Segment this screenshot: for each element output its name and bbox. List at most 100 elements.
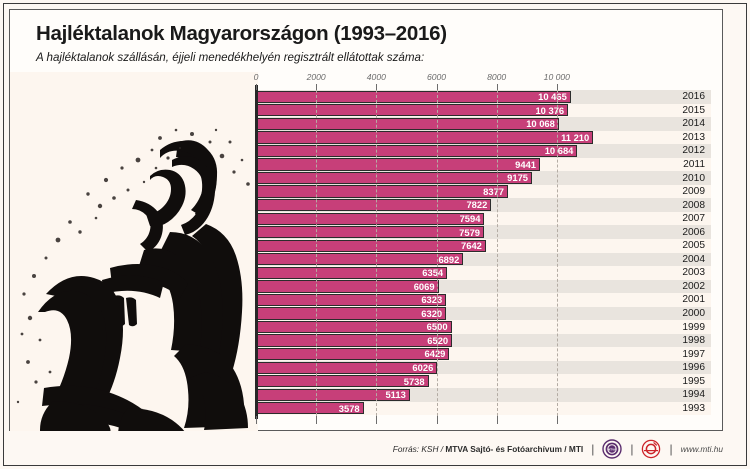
year-label: 2014 bbox=[682, 118, 705, 130]
tick-mark bbox=[556, 416, 558, 424]
bar[interactable]: 6069 bbox=[256, 280, 439, 293]
divider-2: | bbox=[630, 442, 634, 456]
tick-mark bbox=[496, 416, 498, 424]
row-band bbox=[256, 401, 711, 416]
year-label: 2011 bbox=[683, 159, 705, 170]
axis-tick-label: 2000 bbox=[306, 72, 326, 82]
bar[interactable]: 11 210 bbox=[256, 131, 594, 144]
bar[interactable]: 10 068 bbox=[256, 117, 559, 130]
bar[interactable]: 6354 bbox=[256, 266, 448, 279]
bar[interactable]: 5738 bbox=[256, 375, 429, 388]
chart-row: 10 068 2014 bbox=[256, 117, 711, 131]
page-subtitle: A hajléktalanok szállásán, éjjeli menedé… bbox=[36, 51, 425, 64]
chart-row: 6026 1996 bbox=[256, 360, 711, 375]
tick-mark bbox=[436, 84, 438, 90]
bar[interactable]: 10 465 bbox=[256, 90, 571, 103]
bar-value-label: 6354 bbox=[422, 267, 444, 279]
bar-value-label: 6892 bbox=[438, 253, 460, 265]
bar-value-label: 5738 bbox=[403, 375, 425, 387]
bar-value-label: 6320 bbox=[421, 307, 443, 319]
tick-mark bbox=[316, 84, 318, 90]
bar[interactable]: 6323 bbox=[256, 293, 447, 307]
chart-row: 5738 1995 bbox=[256, 374, 711, 389]
chart-row: 7642 2005 bbox=[256, 239, 711, 253]
gridline bbox=[496, 90, 499, 416]
bar[interactable]: 6500 bbox=[256, 320, 452, 334]
website-url: www.mti.hu bbox=[680, 444, 723, 454]
tick-mark bbox=[556, 84, 558, 90]
bar[interactable]: 6892 bbox=[256, 253, 464, 266]
bar-value-label: 6069 bbox=[413, 280, 435, 292]
bar-value-label: 9175 bbox=[507, 172, 528, 184]
homeless-man-photo bbox=[10, 72, 258, 431]
chart-row: 8377 2009 bbox=[256, 184, 711, 199]
bar[interactable]: 9175 bbox=[256, 171, 532, 185]
year-label: 2003 bbox=[682, 267, 705, 279]
bar[interactable]: 3578 bbox=[256, 402, 364, 415]
chart-row: 6520 1998 bbox=[256, 333, 711, 348]
mtva-logo: MTVA bbox=[602, 439, 623, 459]
tick-mark bbox=[436, 416, 438, 424]
bar[interactable]: 6520 bbox=[256, 334, 453, 347]
bar[interactable]: 9441 bbox=[256, 158, 541, 171]
bar-chart-plot: 10 465 2016 10 376 2015 10 068 2014 11 210 2013… bbox=[256, 90, 711, 416]
source-bold: MTVA Sajtó- és Fotóarchívum / MTI bbox=[445, 444, 584, 454]
year-label: 2000 bbox=[682, 308, 705, 320]
year-label: 2008 bbox=[682, 199, 705, 211]
axis-tick-label: 4000 bbox=[366, 72, 386, 82]
divider-3: | bbox=[669, 442, 673, 456]
chart-row: 6320 2000 bbox=[256, 306, 711, 321]
bar-value-label: 7579 bbox=[459, 226, 480, 238]
bar-value-label: 8377 bbox=[483, 185, 504, 197]
year-label: 2002 bbox=[682, 280, 705, 292]
bar[interactable]: 10 684 bbox=[256, 144, 578, 158]
year-label: 1995 bbox=[682, 375, 705, 387]
year-label: 2001 bbox=[682, 294, 705, 306]
year-label: 2016 bbox=[682, 91, 705, 103]
chart-row: 7822 2008 bbox=[256, 198, 711, 212]
chart-row: 6323 2001 bbox=[256, 293, 711, 307]
bar[interactable]: 8377 bbox=[256, 185, 508, 198]
year-label: 2007 bbox=[682, 213, 705, 225]
bar[interactable]: 7579 bbox=[256, 226, 484, 239]
bar-value-label: 6500 bbox=[426, 321, 448, 333]
divider-1: | bbox=[591, 442, 595, 456]
bar-value-label: 10 465 bbox=[538, 91, 567, 103]
source-credit: Forrás: KSH / MTVA Sajtó- és Fotóarchívu… bbox=[393, 444, 583, 454]
bar-value-label: 5113 bbox=[385, 389, 406, 401]
footer: Forrás: KSH / MTVA Sajtó- és Fotóarchívu… bbox=[9, 438, 723, 460]
year-label: 1994 bbox=[682, 389, 705, 401]
year-label: 1993 bbox=[682, 402, 705, 414]
bar-value-label: 6323 bbox=[421, 294, 443, 306]
axis-tick-label: 0 bbox=[253, 72, 259, 82]
bar[interactable]: 7594 bbox=[256, 212, 485, 225]
bar-value-label: 9441 bbox=[515, 158, 537, 170]
tick-mark bbox=[256, 416, 257, 424]
year-label: 2013 bbox=[682, 131, 705, 143]
bar[interactable]: 10 376 bbox=[256, 104, 569, 117]
bar-value-label: 10 684 bbox=[544, 145, 574, 157]
chart-row: 6069 2002 bbox=[256, 279, 711, 294]
tick-mark bbox=[376, 84, 378, 90]
bar[interactable]: 6026 bbox=[256, 361, 438, 374]
tick-mark bbox=[316, 416, 318, 424]
chart-row: 10 376 2015 bbox=[256, 103, 711, 118]
bar[interactable]: 7642 bbox=[256, 239, 486, 252]
bar[interactable]: 6320 bbox=[256, 307, 447, 320]
chart-row: 9175 2010 bbox=[256, 171, 711, 185]
bar-value-label: 7594 bbox=[459, 212, 481, 224]
year-label: 1999 bbox=[682, 321, 705, 333]
year-label: 2010 bbox=[682, 172, 705, 184]
axis-tick-label: 8000 bbox=[487, 72, 507, 82]
bar-value-label: 3578 bbox=[338, 402, 360, 414]
bar-value-label: 6520 bbox=[427, 334, 449, 346]
bar[interactable]: 7822 bbox=[256, 198, 492, 212]
chart-row: 7594 2007 bbox=[256, 211, 711, 226]
chart-row: 6500 1999 bbox=[256, 320, 711, 334]
bar-value-label: 10 376 bbox=[535, 104, 565, 116]
page-title: Hajléktalanok Magyarországon (1993–2016) bbox=[36, 22, 447, 45]
gridline bbox=[436, 90, 439, 416]
bar[interactable]: 5113 bbox=[256, 388, 410, 401]
bar[interactable]: 6429 bbox=[256, 347, 450, 361]
year-label: 2009 bbox=[682, 186, 705, 198]
